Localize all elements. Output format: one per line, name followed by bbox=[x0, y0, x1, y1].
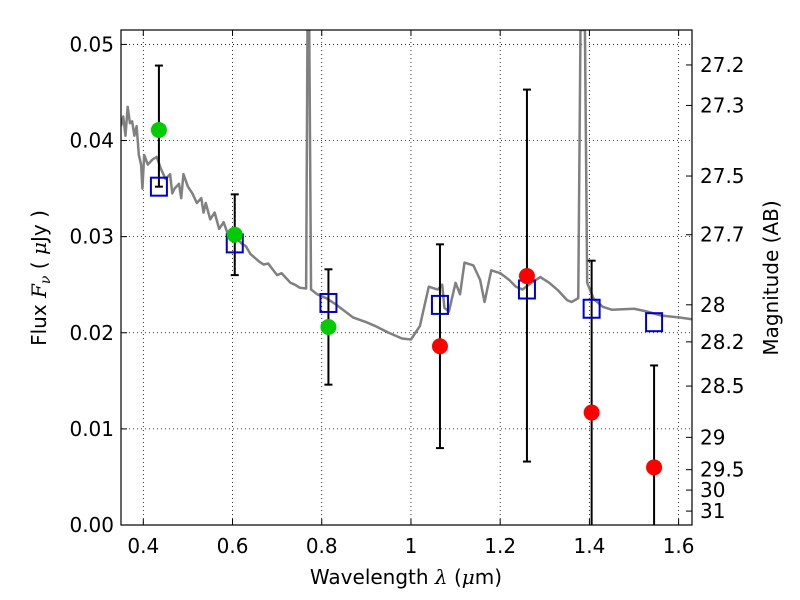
right-y-tick-label: 28.5 bbox=[700, 374, 745, 398]
axes: 0.4 0.6 0.8 1 1.2 1.4 1.6 0.00 0.01 0.02 0.03 0.04 0… bbox=[69, 29, 745, 558]
observed-flux-point bbox=[226, 226, 243, 243]
right-y-axis-label: Magnitude (AB) bbox=[759, 200, 783, 355]
right-y-tick-label: 27.5 bbox=[700, 164, 745, 188]
right-y-tick-label: 30 bbox=[700, 478, 725, 502]
model-flux-square bbox=[582, 298, 601, 319]
x-tick-label: 1.6 bbox=[663, 534, 695, 558]
y-tick-label: 0.01 bbox=[69, 417, 114, 441]
plot-area bbox=[121, 30, 692, 525]
observed-flux-point bbox=[320, 319, 337, 335]
right-y-tick-label: 28.2 bbox=[700, 330, 745, 354]
model-flux-square bbox=[430, 294, 449, 315]
plot-frame bbox=[120, 29, 693, 526]
observed-flux-point bbox=[583, 404, 600, 421]
x-axis-label: Wavelength λ (μm) bbox=[310, 565, 502, 589]
series-group bbox=[121, 30, 692, 525]
right-y-tick-label: 28 bbox=[700, 293, 725, 317]
right-y-tick-label: 27.2 bbox=[700, 53, 745, 77]
x-tick-label: 1.2 bbox=[484, 534, 516, 558]
y-tick-label: 0.04 bbox=[69, 129, 114, 153]
model-flux-square bbox=[149, 176, 168, 197]
observed-flux-point bbox=[431, 338, 448, 355]
y-tick-label: 0.05 bbox=[69, 32, 114, 56]
model-flux-square bbox=[319, 292, 338, 313]
right-y-tick-label: 27.7 bbox=[700, 223, 745, 247]
y-tick-label: 0.03 bbox=[69, 225, 114, 249]
observed-flux-point bbox=[150, 121, 167, 138]
x-tick-label: 1.4 bbox=[573, 534, 605, 558]
x-tick-label: 0.4 bbox=[127, 534, 159, 558]
observed-flux-point bbox=[518, 268, 535, 285]
right-y-tick-label: 29 bbox=[700, 425, 725, 449]
x-tick-label: 0.6 bbox=[217, 534, 249, 558]
model-flux-square bbox=[645, 312, 664, 333]
grid-lines bbox=[121, 30, 692, 526]
observed-flux-point bbox=[646, 459, 663, 476]
right-y-tick-label: 31 bbox=[700, 499, 725, 523]
template-spectrum-line bbox=[121, 30, 692, 341]
y-tick-label: 0.00 bbox=[69, 513, 114, 537]
y-tick-label: 0.02 bbox=[69, 321, 114, 345]
x-tick-label: 1 bbox=[405, 534, 418, 558]
y-axis-label: Flux Fν ( μJy ) bbox=[27, 210, 54, 346]
x-tick-label: 0.8 bbox=[306, 534, 338, 558]
right-y-tick-label: 27.3 bbox=[700, 93, 745, 117]
right-y-tick-label: 29.5 bbox=[700, 458, 745, 482]
